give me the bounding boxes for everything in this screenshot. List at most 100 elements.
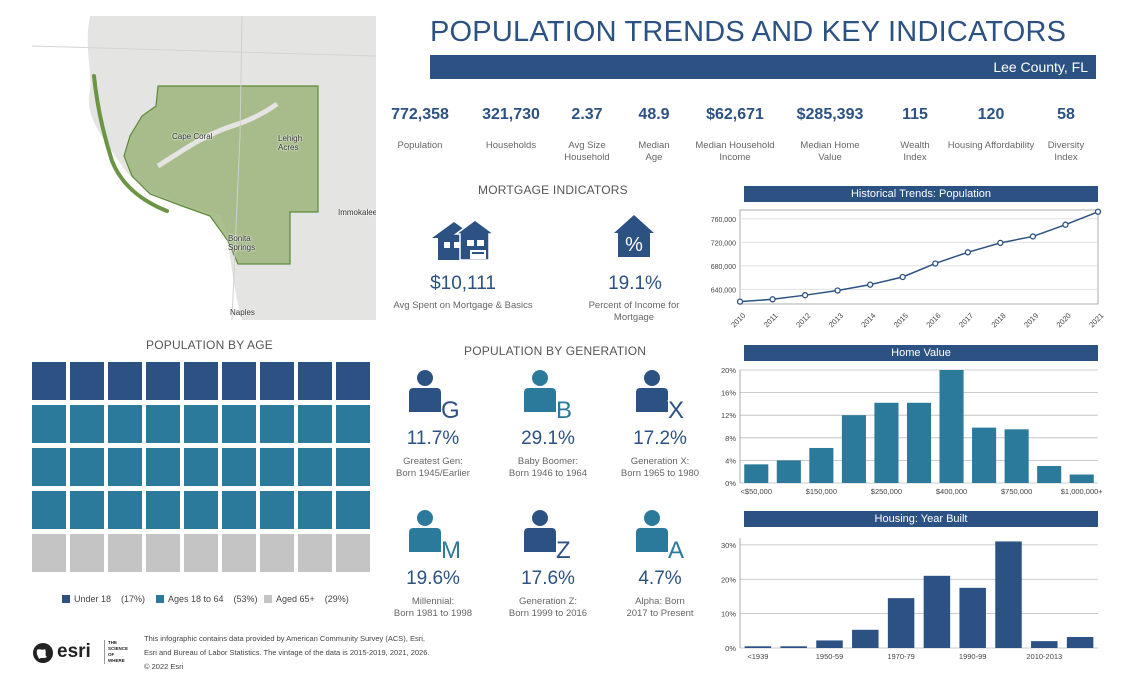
population-point	[769, 296, 776, 303]
generation-item: X 17.2% Generation X: Born 1965 to 1980	[605, 368, 715, 480]
year-built-chart-title: Housing: Year Built	[744, 511, 1098, 527]
caloosahatchee-river	[156, 101, 279, 169]
legend-label: Ages 18 to 64	[168, 594, 224, 604]
map-label-bonita-springs: Bonita Springs	[228, 234, 256, 252]
waffle-cell	[260, 405, 294, 443]
x-tick-label: $750,000	[1001, 487, 1032, 496]
waffle-cell	[184, 405, 218, 443]
bar	[744, 464, 769, 483]
x-tick-label: 2013	[827, 311, 845, 329]
waffle-cell	[336, 362, 370, 400]
generation-desc-line2: Born 1946 to 1964	[508, 468, 588, 479]
y-tick-label: 640,000	[711, 287, 736, 294]
bar	[780, 646, 807, 648]
waffle-cell	[222, 491, 256, 529]
legend-swatch	[156, 595, 164, 603]
x-tick-label: $250,000	[871, 487, 902, 496]
bar	[1066, 637, 1094, 648]
stat-label: Housing Affordability	[947, 140, 1035, 151]
generation-desc-line2: Born 1965 to 1980	[620, 468, 700, 479]
x-tick-label: 2015	[892, 311, 910, 329]
svg-text:%: %	[625, 234, 643, 256]
waffle-cell	[184, 491, 218, 529]
stat-value: 120	[977, 106, 1005, 123]
footer-divider	[104, 640, 105, 664]
legend-pct: (17%)	[121, 594, 146, 604]
waffle-cell	[298, 534, 332, 572]
home-value-chart-title: Home Value	[744, 345, 1098, 361]
waffle-cell	[70, 534, 104, 572]
stat-households: 321,730 Households	[461, 106, 561, 152]
generation-item: B 29.1% Baby Boomer: Born 1946 to 1964	[493, 368, 603, 480]
road	[231, 16, 243, 320]
population-point	[867, 281, 874, 288]
waffle-cell	[70, 362, 104, 400]
population-series-line	[739, 211, 1099, 303]
waffle-cell	[32, 405, 66, 443]
waffle-cell	[108, 491, 142, 529]
waffle-cell	[336, 534, 370, 572]
person-icon: M	[409, 510, 462, 564]
waffle-cell	[298, 405, 332, 443]
waffle-cell	[108, 405, 142, 443]
waffle-cell	[146, 448, 180, 486]
x-tick-label: 1990-99	[959, 652, 987, 661]
legend-pct: (29%)	[324, 594, 349, 604]
age-section-title: POPULATION BY AGE	[146, 338, 273, 352]
gulf-water	[32, 16, 242, 320]
generation-pct: 19.6%	[406, 568, 460, 589]
bar	[923, 575, 951, 648]
waffle-cell	[260, 491, 294, 529]
bar	[816, 640, 843, 648]
generation-desc-line1: Millennial:	[411, 596, 455, 607]
population-point	[1029, 233, 1037, 240]
x-tick-label: $150,000	[806, 487, 837, 496]
population-point	[899, 273, 906, 281]
road	[32, 45, 376, 57]
stat-value: 115	[902, 106, 928, 123]
esri-tagline: THE SCIENCE OF WHERE	[108, 640, 129, 663]
generation-pct: 11.7%	[406, 428, 460, 449]
population-point	[1094, 208, 1102, 215]
generation-desc-line1: Generation X:	[630, 456, 690, 467]
stat-label: Population	[397, 140, 443, 151]
bar	[1069, 474, 1094, 483]
population-chart-title: Historical Trends: Population	[744, 186, 1098, 202]
stat-diversity-index: 58 Diversity Index	[1016, 106, 1116, 164]
stat-avg-household: 2.37 Avg Size Household	[537, 106, 637, 164]
x-tick-label: <$50,000	[741, 487, 773, 496]
generation-desc-line2: 2017 to Present	[626, 608, 694, 619]
person-icon: G	[409, 370, 461, 424]
waffle-cell	[336, 448, 370, 486]
footer-line: Esri and Bureau of Labor Statistics. The…	[144, 648, 430, 657]
bar	[939, 370, 964, 483]
generation-desc-line2: Born 1945/Earlier	[396, 468, 470, 479]
bar	[972, 427, 997, 483]
stat-label: Median Household Income	[695, 140, 775, 163]
waffle-cell	[146, 362, 180, 400]
stat-median-income: $62,671 Median Household Income	[685, 106, 785, 164]
stat-median-home-value: $285,393 Median Home Value	[780, 106, 880, 164]
x-tick-label: <1939	[747, 652, 768, 661]
home-value-bar-chart: 0% 4% 8% 12% 16% 20% <$50,000 $150,000 $250,000 $…	[721, 366, 1103, 496]
waffle-cell	[146, 491, 180, 529]
generation-letter: G	[441, 397, 460, 424]
x-tick-label: 2010-2013	[1026, 652, 1062, 661]
mortgage-spent-label: Avg Spent on Mortgage & Basics	[393, 300, 533, 311]
x-tick-label: 1950-59	[816, 652, 844, 661]
generation-desc: Alpha: Born 2017 to Present	[605, 596, 715, 620]
county-map[interactable]: Cape Coral Lehigh Acres Immokalee Bonita…	[32, 16, 376, 320]
bar	[852, 629, 879, 648]
y-tick-label: 4%	[725, 456, 736, 465]
waffle-cell	[260, 534, 294, 572]
bar	[887, 598, 915, 648]
stat-value: 2.37	[571, 106, 603, 123]
waffle-cell	[184, 448, 218, 486]
generation-pct: 17.2%	[633, 428, 687, 449]
generation-desc-line1: Greatest Gen:	[403, 456, 463, 467]
waffle-cell	[70, 405, 104, 443]
generation-pct: 4.7%	[638, 568, 682, 589]
generation-desc: Millennial: Born 1981 to 1998	[378, 596, 488, 620]
generation-desc: Baby Boomer: Born 1946 to 1964	[493, 456, 603, 480]
legend-label: Aged 65+	[276, 594, 315, 604]
